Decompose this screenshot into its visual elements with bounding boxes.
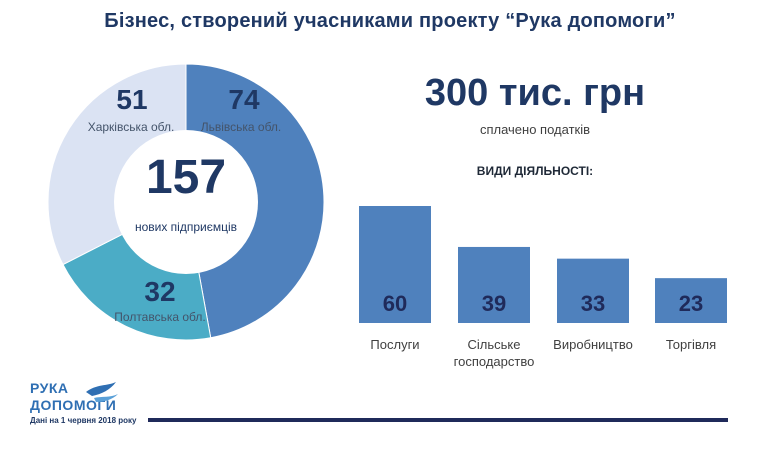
donut-hole: [114, 130, 258, 274]
footnote: Дані на 1 червня 2018 року: [30, 416, 137, 425]
segment-value-lviv: 74: [228, 84, 260, 115]
page-title: Бізнес, створений учасниками проекту “Ру…: [104, 10, 676, 32]
bar-label-silske: Сільське господарство: [453, 337, 535, 369]
bar: [655, 278, 727, 323]
segment-value-poltava: 32: [144, 276, 176, 307]
donut-center-value: 157: [145, 151, 227, 204]
bar-value-label: 23: [679, 291, 703, 316]
bar-chart-title: ВИДИ ДІЯЛЬНОСТІ:: [476, 164, 594, 178]
logo: РУКА ДОПОМОГИ: [30, 380, 140, 420]
bar-value-label: 60: [383, 291, 407, 316]
bar-label-torgivlia: Торгівля: [665, 337, 717, 352]
bar-value-label: 33: [581, 291, 605, 316]
logo-bird-icon: [86, 382, 118, 402]
segment-label-lviv: Львівська обл.: [200, 120, 282, 134]
donut-center-label: нових підприємців: [134, 220, 238, 234]
segment-label-poltava: Полтавська обл.: [114, 310, 206, 324]
tax-label: сплачено податків: [479, 122, 591, 137]
bar: [458, 246, 530, 323]
bar-label-vyrobnytstvo: Виробництво: [553, 337, 633, 352]
bar-value-label: 39: [482, 291, 506, 316]
bar-label-poslugy: Послуги: [370, 337, 420, 352]
bar: [557, 258, 629, 323]
segment-value-kharkiv: 51: [116, 84, 148, 115]
tax-value: 300 тис. грн: [424, 72, 646, 114]
segment-label-kharkiv: Харківська обл.: [87, 120, 175, 134]
bottom-divider: [148, 418, 728, 422]
logo-text-line2: ДОПОМОГИ: [30, 397, 117, 413]
bar: [359, 206, 431, 323]
logo-text-line1: РУКА: [30, 380, 69, 396]
